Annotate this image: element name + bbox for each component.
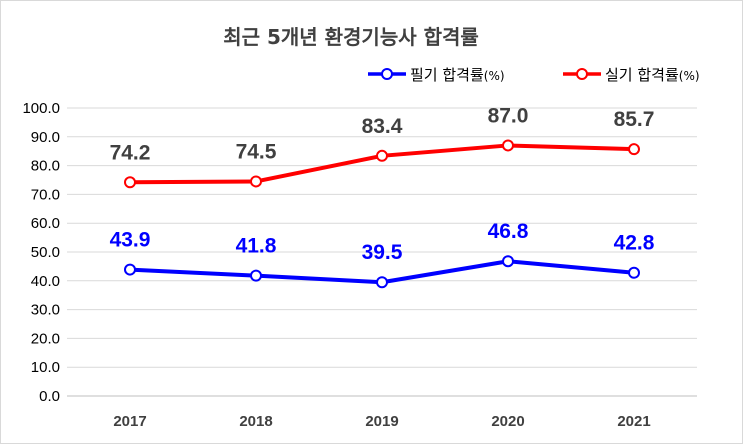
x-tick-label: 2018	[239, 413, 272, 430]
y-tick-label: 30.0	[31, 302, 60, 319]
data-point-practical	[250, 175, 262, 188]
data-point-practical	[502, 139, 514, 152]
y-tick-label: 60.0	[31, 215, 60, 232]
data-point-practical	[124, 176, 136, 189]
y-tick-label: 0.0	[39, 388, 60, 405]
data-label-written: 43.9	[110, 229, 151, 252]
data-labels: 43.9 41.8 39.5 46.8 42.8 74.2 74.5 83.4 87.0 85.7	[110, 104, 655, 264]
y-tick-label: 40.0	[31, 273, 60, 290]
legend-label-written: 필기 합격률(%)	[410, 66, 505, 84]
x-tick-label: 2017	[113, 413, 146, 430]
y-tick-label: 80.0	[31, 158, 60, 175]
y-tick-label: 50.0	[31, 244, 60, 261]
data-label-practical: 74.2	[110, 141, 151, 164]
data-label-written: 42.8	[614, 232, 655, 255]
data-label-written: 41.8	[236, 235, 277, 258]
data-point-written	[250, 269, 262, 282]
x-axis-ticks: 2017 2018 2019 2020 2021	[113, 413, 650, 430]
y-tick-label: 20.0	[31, 330, 60, 347]
legend-label-practical: 실기 합격률(%)	[605, 66, 700, 84]
series-lines	[124, 139, 640, 289]
legend: 필기 합격률(%) 실기 합격률(%)	[368, 66, 700, 84]
y-tick-label: 70.0	[31, 186, 60, 203]
legend-name-practical: 실기 합격률	[605, 66, 679, 84]
data-label-practical: 87.0	[488, 104, 529, 127]
legend-unit-written: (%)	[484, 69, 505, 83]
data-point-written	[376, 276, 388, 289]
data-point-practical	[628, 143, 640, 156]
x-tick-label: 2020	[491, 413, 524, 430]
x-tick-label: 2021	[617, 413, 650, 430]
x-tick-label: 2019	[365, 413, 398, 430]
y-axis-ticks: 0.0 10.0 20.0 30.0 40.0 50.0 60.0 70.0 80.0 90.0 1…	[22, 100, 60, 405]
legend-unit-practical: (%)	[679, 69, 700, 83]
data-label-practical: 83.4	[362, 115, 403, 138]
legend-name-written: 필기 합격률	[410, 66, 484, 84]
data-point-practical	[376, 149, 388, 162]
data-label-practical: 85.7	[614, 108, 655, 131]
y-tick-label: 10.0	[31, 359, 60, 376]
chart-title: 최근 5개년 환경기능사 합격률	[223, 25, 479, 49]
data-point-written	[628, 266, 640, 279]
legend-marker-written	[381, 68, 393, 80]
legend-marker-practical	[576, 68, 588, 80]
y-tick-label: 90.0	[31, 129, 60, 146]
data-point-written	[502, 255, 514, 268]
gridlines	[67, 107, 697, 397]
data-label-written: 46.8	[488, 220, 529, 243]
data-point-written	[124, 263, 136, 276]
y-tick-label: 100.0	[22, 100, 60, 117]
data-label-written: 39.5	[362, 241, 403, 264]
data-label-practical: 74.5	[236, 140, 277, 163]
